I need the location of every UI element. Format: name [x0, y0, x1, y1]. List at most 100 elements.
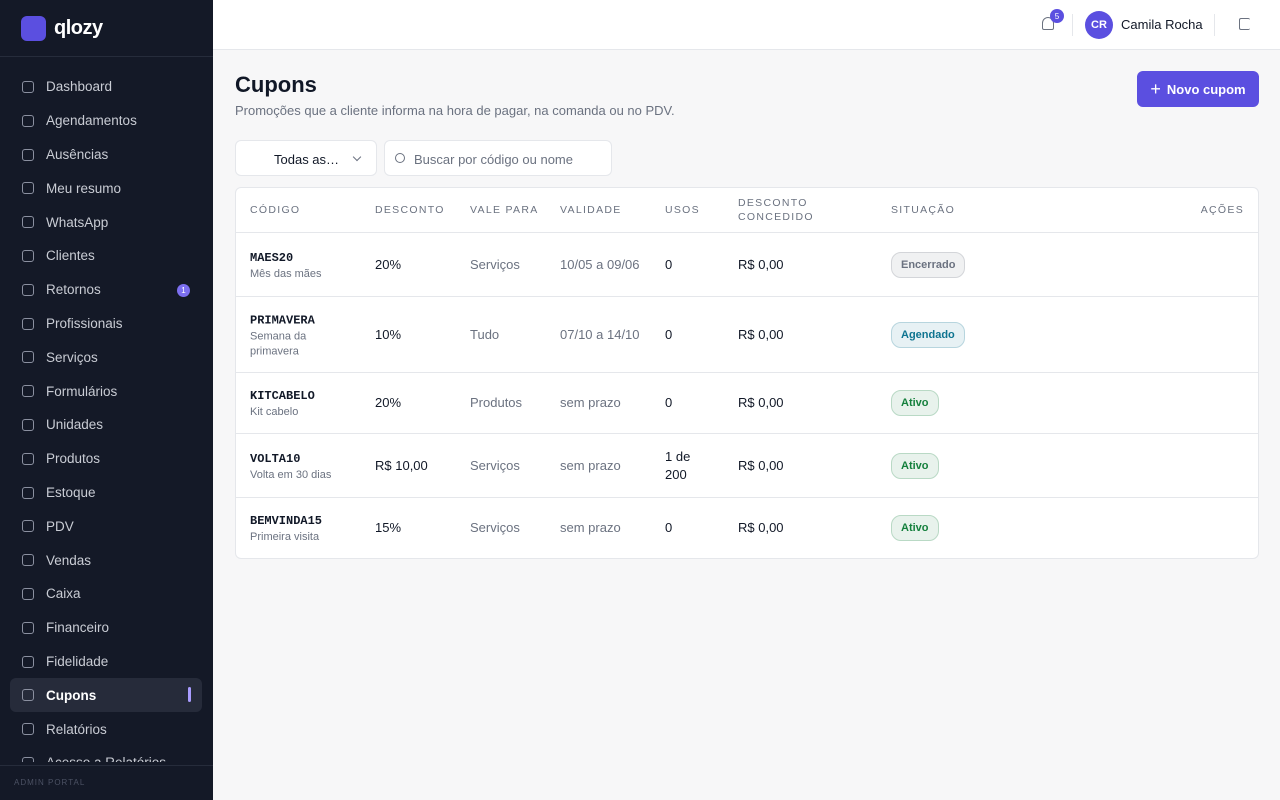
nav-icon	[22, 486, 34, 499]
nav-item[interactable]: Serviços	[10, 340, 202, 374]
logo	[21, 16, 46, 41]
divider	[0, 56, 213, 57]
nav-label: Acesso a Relatórios	[46, 755, 166, 762]
validity: sem prazo	[560, 457, 621, 473]
nav-icon	[22, 621, 34, 634]
nav-icon	[22, 520, 34, 533]
nav-icon	[22, 723, 34, 736]
sidebar-footer: ADMIN PORTAL	[0, 765, 213, 799]
status-filter[interactable]: Todas as…	[235, 140, 377, 176]
coupon-code: KITCABELO	[250, 389, 315, 403]
nav-icon	[22, 249, 34, 262]
nav-item[interactable]: Dashboard	[10, 70, 202, 104]
column-header: VALE PARA	[470, 204, 539, 216]
nav-icon	[22, 283, 34, 296]
nav-label: Financeiro	[46, 620, 110, 636]
nav-label: Dashboard	[46, 79, 113, 95]
validity: sem prazo	[560, 395, 621, 410]
nav-item[interactable]: Cupons	[10, 678, 202, 713]
page-subtitle: Promoções que a cliente informa na hora …	[235, 103, 675, 118]
column-header: DESCONTO CONCEDIDO	[738, 197, 814, 223]
discount: 20%	[375, 395, 402, 410]
nav-label: Formulários	[46, 383, 118, 399]
coupon-code: BEMVINDA15	[250, 514, 323, 528]
table-row: VOLTA10 Volta em 30 dias R$ 10,00 Serviços s…	[236, 433, 1258, 497]
nav-item[interactable]: Clientes	[10, 239, 202, 273]
nav-icon	[22, 351, 34, 364]
code-cell: BEMVINDA15 Primeira visita	[250, 511, 340, 545]
avatar[interactable]: CR	[1085, 11, 1113, 39]
applies-to: Serviços	[470, 457, 520, 473]
coupons-table: CÓDIGO DESCONTO VALE PARA VALIDADE USOS DESCO…	[235, 187, 1259, 559]
nav-label: Agendamentos	[46, 113, 137, 129]
nav-icon	[22, 81, 34, 93]
nav-item[interactable]: Retornos 1	[10, 273, 202, 307]
nav-item[interactable]: WhatsApp	[10, 205, 202, 239]
nav-item[interactable]: Estoque	[10, 476, 202, 510]
column-header: SITUAÇÃO	[891, 204, 956, 216]
table-row: KITCABELO Kit cabelo 20% Produtos sem prazo 0…	[236, 372, 1258, 433]
discount-granted: R$ 0,00	[738, 395, 784, 410]
coupon-code: VOLTA10	[250, 451, 301, 466]
nav-icon	[22, 418, 34, 431]
nav-item[interactable]: Financeiro	[10, 611, 202, 645]
search-input[interactable]: Buscar por código ou nome	[384, 140, 612, 176]
page-title: Cupons	[235, 72, 317, 97]
notification-count: 5	[1050, 9, 1064, 23]
nav-item[interactable]: Profissionais	[10, 307, 202, 341]
uses: 0	[665, 256, 673, 272]
uses: 0	[665, 326, 673, 342]
nav-label: Estoque	[46, 484, 96, 500]
table-header: CÓDIGO DESCONTO VALE PARA VALIDADE USOS DESCO…	[236, 188, 1258, 232]
nav-item[interactable]: Formulários	[10, 374, 202, 408]
nav-item[interactable]: Vendas	[10, 543, 202, 577]
nav-label: WhatsApp	[46, 214, 109, 230]
table-row: BEMVINDA15 Primeira visita 15% Serviços sem …	[236, 497, 1258, 558]
new-coupon-button[interactable]: + Novo cupom	[1137, 71, 1259, 107]
coupon-code: PRIMAVERA	[250, 313, 315, 327]
status-badge: Encerrado	[891, 251, 966, 278]
discount: 20%	[375, 256, 402, 272]
user-name[interactable]: Camila Rocha	[1121, 17, 1203, 32]
nav-item[interactable]: Caixa	[10, 577, 202, 611]
table-row: PRIMAVERA Semana da primavera 10% Tudo 07/10…	[236, 296, 1258, 372]
uses: 0	[665, 520, 673, 535]
nav-label: Ausências	[46, 146, 109, 162]
code-cell: VOLTA10 Volta em 30 dias	[250, 449, 340, 483]
nav-label: Vendas	[46, 552, 92, 568]
discount-granted: R$ 0,00	[738, 520, 784, 535]
nav-item[interactable]: Agendamentos	[10, 104, 202, 138]
logout[interactable]	[1239, 18, 1250, 30]
nav-item[interactable]: Fidelidade	[10, 645, 202, 679]
coupon-name: Mês das mães	[250, 267, 322, 280]
code-cell: KITCABELO Kit cabelo	[250, 386, 340, 420]
nav-item[interactable]: Ausências	[10, 138, 202, 172]
nav-item[interactable]: Relatórios	[10, 712, 202, 746]
nav-icon	[22, 554, 34, 567]
coupon-name: Primeira visita	[250, 531, 320, 543]
divider	[1214, 14, 1215, 36]
nav-label: Profissionais	[46, 315, 123, 331]
nav-item[interactable]: Meu resumo	[10, 171, 202, 205]
discount-granted: R$ 0,00	[738, 256, 784, 272]
nav-icon	[22, 317, 34, 330]
nav-label: Meu resumo	[46, 180, 122, 196]
nav-label: Retornos	[46, 282, 101, 298]
nav-item[interactable]: PDV	[10, 509, 202, 543]
nav-icon	[22, 182, 34, 195]
nav-item[interactable]: Acesso a Relatórios	[10, 746, 202, 762]
nav-label: Caixa	[46, 586, 81, 602]
brand-name: qlozy	[54, 17, 103, 39]
notifications[interactable]	[1042, 17, 1054, 30]
sidebar: qlozy Dashboard Agendamentos Ausências Meu …	[0, 0, 213, 800]
discount-granted: R$ 0,00	[738, 457, 784, 473]
nav-label: Fidelidade	[46, 653, 109, 669]
nav-item[interactable]: Unidades	[10, 408, 202, 442]
nav-icon	[22, 385, 34, 398]
applies-to: Produtos	[470, 395, 523, 410]
brand[interactable]: qlozy	[21, 16, 103, 41]
column-header: USOS	[665, 204, 700, 216]
nav-item[interactable]: Produtos	[10, 442, 202, 476]
table-row: MAES20 Mês das mães 20% Serviços 10/05 a 09/…	[236, 232, 1258, 296]
